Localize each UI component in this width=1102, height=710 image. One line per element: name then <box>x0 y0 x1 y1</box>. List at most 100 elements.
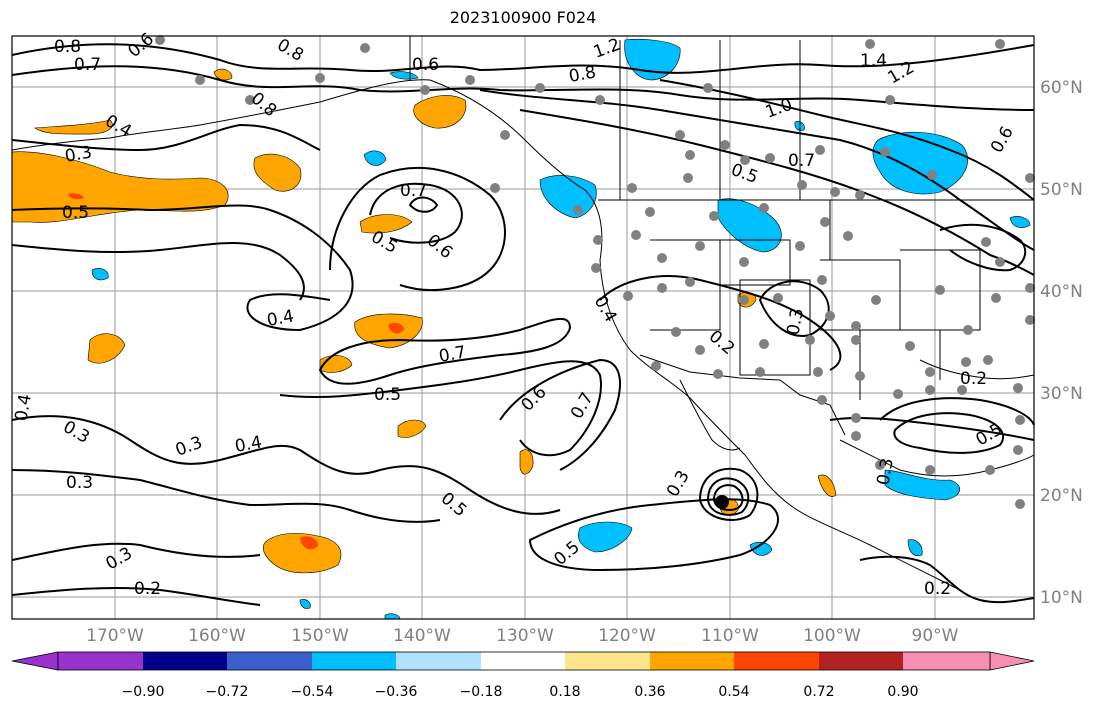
station-marker <box>535 83 545 93</box>
contour-label: 0.3 <box>63 143 93 167</box>
contour-line <box>11 242 305 301</box>
contour-line <box>329 166 506 291</box>
contour-line <box>879 397 1035 426</box>
contour-label: 0.3 <box>66 473 93 493</box>
lat-tick-label: 30°N <box>1040 384 1083 404</box>
station-marker <box>651 361 661 371</box>
contour-line <box>528 498 780 572</box>
coastline-alaska-south <box>11 79 431 151</box>
contour-lines <box>11 43 1035 606</box>
station-marker <box>851 431 861 441</box>
station-marker <box>830 187 840 197</box>
contour-label: 0.7 <box>400 181 427 201</box>
shading-blob <box>397 419 427 438</box>
positive-shading <box>11 68 837 574</box>
lon-tick-label: 120°W <box>598 626 656 646</box>
station-marker <box>963 325 973 335</box>
station-marker <box>855 190 865 200</box>
colorbar-label: 0.36 <box>634 684 665 700</box>
station-marker <box>995 257 1005 267</box>
station-marker <box>991 293 1001 303</box>
station-marker <box>983 355 993 365</box>
lat-tick-label: 40°N <box>1040 282 1083 302</box>
station-marker <box>817 275 827 285</box>
lon-tick-label: 130°W <box>496 626 554 646</box>
station-marker <box>740 155 750 165</box>
contour-line <box>11 415 561 515</box>
station-marker <box>645 207 655 217</box>
station-marker <box>695 345 705 355</box>
contour-line <box>698 467 759 521</box>
shading-blob <box>363 150 387 166</box>
station-marker <box>739 295 749 305</box>
station-marker <box>957 385 967 395</box>
station-marker <box>935 285 945 295</box>
station-marker <box>685 277 695 287</box>
station-marker <box>657 283 667 293</box>
station-marker <box>627 183 637 193</box>
station-marker <box>695 241 705 251</box>
station-marker <box>855 371 865 381</box>
contour-line <box>408 196 439 213</box>
colorbar: −0.90 −0.72 −0.54 −0.36 −0.18 0.18 0.36 … <box>11 651 1035 700</box>
lon-tick-label: 140°W <box>393 626 451 646</box>
strong-positive-shading <box>68 193 404 550</box>
map-title: 2023100900 F024 <box>449 8 597 27</box>
station-marker <box>755 367 765 377</box>
station-marker <box>1013 383 1023 393</box>
station-marker <box>843 231 853 241</box>
station-marker <box>795 241 805 251</box>
station-marker <box>871 295 881 305</box>
station-marker <box>995 39 1005 49</box>
shading-blob <box>1009 216 1031 228</box>
station-marker <box>759 203 769 213</box>
colorbar-segment <box>903 652 990 670</box>
contour-label: 0.3 <box>873 457 897 487</box>
station-marker <box>880 147 890 157</box>
coastline-baja <box>679 379 741 451</box>
station-marker <box>817 395 827 405</box>
colorbar-min-arrow <box>11 651 59 671</box>
contour-line <box>11 542 261 561</box>
station-marker <box>925 465 935 475</box>
station-marker <box>773 293 783 303</box>
colorbar-segment <box>481 652 565 670</box>
station-marker <box>739 257 749 267</box>
shading-blob <box>413 95 467 129</box>
colorbar-label: −0.36 <box>375 684 418 700</box>
shading-blob <box>388 322 404 334</box>
contour-label: 0.8 <box>567 63 597 87</box>
station-marker <box>851 321 861 331</box>
colorbar-max-arrow <box>989 651 1035 671</box>
shading-blob <box>262 533 342 574</box>
contour-line <box>369 182 463 244</box>
shading-blob <box>907 539 923 557</box>
shading-blob <box>11 151 229 223</box>
station-marker <box>593 235 603 245</box>
station-marker <box>820 217 830 227</box>
shading-blob <box>68 193 84 200</box>
contour-label: 0.7 <box>788 151 815 171</box>
station-marker <box>500 130 510 140</box>
station-marker <box>1025 173 1035 183</box>
colorbar-label: 0.54 <box>718 684 749 700</box>
contour-label: 0.4 <box>233 433 263 457</box>
station-marker <box>875 460 885 470</box>
station-marker <box>720 140 730 150</box>
colorbar-segment <box>143 652 227 670</box>
state-border <box>739 279 811 376</box>
lon-tick-label: 160°W <box>188 626 246 646</box>
coastline-gulf <box>839 439 1035 477</box>
station-markers <box>155 35 1035 509</box>
contour-line <box>11 65 1035 111</box>
shading-blob <box>34 119 113 135</box>
station-marker <box>465 75 475 85</box>
latitude-labels: 60°N 50°N 40°N 30°N 20°N 10°N <box>1040 78 1083 608</box>
contour-label: 0.3 <box>783 307 807 337</box>
plot-frame <box>11 35 1035 620</box>
contour-line <box>499 358 621 471</box>
lat-tick-label: 50°N <box>1040 180 1083 200</box>
contour-line <box>706 477 750 516</box>
colorbar-frame <box>57 651 991 671</box>
shading-blob <box>884 469 960 501</box>
